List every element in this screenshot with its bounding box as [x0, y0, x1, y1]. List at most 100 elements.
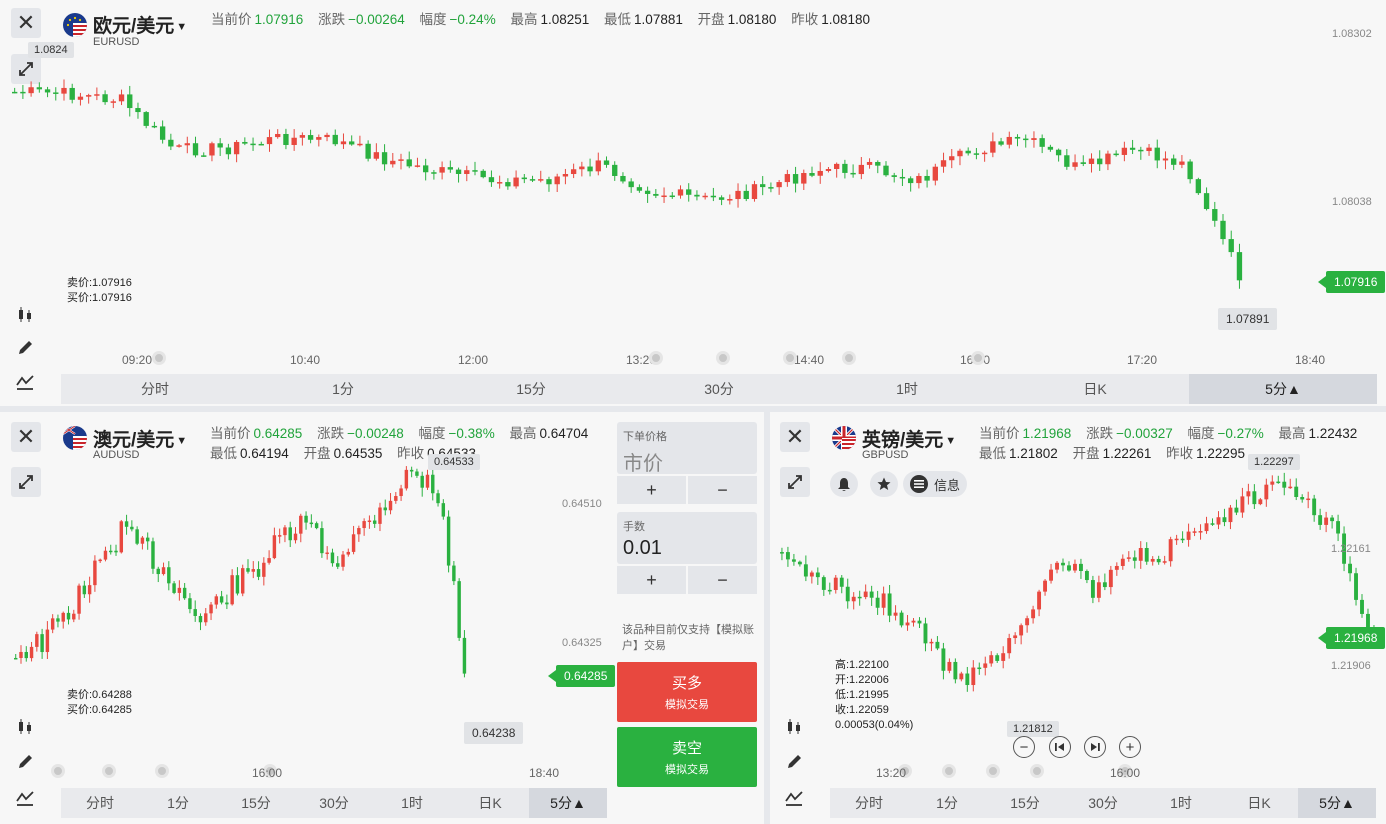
event-marker[interactable] — [155, 764, 169, 778]
tf-daily[interactable]: 日K — [1247, 795, 1271, 811]
event-marker[interactable] — [971, 351, 985, 365]
tf-30m[interactable]: 30分 — [704, 381, 734, 397]
candle — [1186, 523, 1191, 547]
indicator-icon[interactable] — [780, 784, 808, 812]
pencil-icon[interactable] — [11, 334, 39, 362]
event-marker[interactable] — [152, 351, 166, 365]
ohlc-low: 低:1.21995 — [835, 689, 889, 701]
tf-30m[interactable]: 30分 — [319, 795, 349, 811]
tf-tick[interactable]: 分时 — [86, 795, 114, 811]
candle — [875, 590, 880, 615]
event-marker[interactable] — [716, 351, 730, 365]
event-marker[interactable] — [783, 351, 797, 365]
candle — [325, 546, 329, 560]
event-marker[interactable] — [102, 764, 116, 778]
candle — [1330, 515, 1335, 529]
price-plus-button[interactable]: + — [617, 476, 686, 504]
pencil-icon[interactable] — [780, 748, 808, 776]
lots-field[interactable]: 手数 0.01 — [617, 512, 757, 564]
event-marker[interactable] — [842, 351, 856, 365]
tf-1h[interactable]: 1时 — [1170, 795, 1192, 811]
price-minus-button[interactable]: − — [688, 476, 757, 504]
event-marker[interactable] — [942, 764, 956, 778]
scroll-start-icon[interactable] — [1049, 736, 1071, 758]
candle — [118, 89, 125, 106]
pencil-icon[interactable] — [11, 748, 39, 776]
candle — [1300, 494, 1305, 503]
candle — [214, 594, 219, 609]
event-marker[interactable] — [1118, 764, 1132, 778]
tf-5m[interactable]: 5分▲ — [529, 788, 607, 818]
info-button[interactable]: 信息 — [903, 471, 967, 497]
tf-1h[interactable]: 1时 — [401, 795, 423, 811]
candle — [792, 166, 799, 193]
candle-type-icon[interactable] — [11, 300, 39, 328]
candle — [1105, 150, 1111, 171]
symbol-selector[interactable]: 澳元/美元 ▼ — [93, 425, 187, 452]
gbpusd-candlestick-chart[interactable] — [770, 412, 1386, 782]
tf-5m[interactable]: 5分▲ — [1189, 374, 1377, 404]
event-marker[interactable] — [649, 351, 663, 365]
lots-plus-button[interactable]: + — [617, 566, 686, 594]
tf-1m[interactable]: 1分 — [167, 795, 189, 811]
candle-type-icon[interactable] — [11, 712, 39, 740]
ask-price: 买价:1.07916 — [67, 292, 132, 304]
event-marker[interactable] — [51, 764, 65, 778]
symbol-selector[interactable]: 英镑/美元 ▼ — [862, 425, 956, 452]
quote-stats: 当前价 0.64285 涨跌 −0.00248 幅度 −0.38% 最高 0.64704 — [210, 424, 599, 444]
candle — [911, 618, 916, 627]
symbol-selector[interactable]: 欧元/美元 ▼ — [93, 11, 187, 38]
bell-icon[interactable] — [830, 471, 858, 497]
candle — [924, 169, 930, 188]
zoom-in-icon[interactable]: + — [1119, 736, 1141, 758]
candle — [20, 85, 26, 99]
tf-15m[interactable]: 15分 — [241, 795, 271, 811]
symbol-code: AUDUSD — [93, 449, 140, 461]
event-marker[interactable] — [1030, 764, 1044, 778]
info-label: 信息 — [933, 477, 960, 493]
audusd-candlestick-chart[interactable] — [0, 412, 612, 782]
star-icon[interactable] — [870, 471, 898, 497]
indicator-icon[interactable] — [11, 784, 39, 812]
lots-minus-button[interactable]: − — [688, 566, 757, 594]
candle — [694, 190, 700, 201]
tf-15m[interactable]: 15分 — [1010, 795, 1040, 811]
candle — [204, 608, 208, 626]
event-marker[interactable] — [898, 764, 912, 778]
tf-daily[interactable]: 日K — [478, 795, 502, 811]
close-icon[interactable]: ✕ — [780, 422, 810, 452]
candle — [351, 525, 356, 555]
tf-5m[interactable]: 5分▲ — [1298, 788, 1376, 818]
order-price-field[interactable]: 下单价格 市价 — [617, 422, 757, 475]
event-marker[interactable] — [986, 764, 1000, 778]
candle — [314, 521, 319, 530]
buy-long-button[interactable]: 买多 模拟交易 — [617, 662, 757, 722]
tf-1m[interactable]: 1分 — [332, 381, 354, 397]
expand-icon[interactable] — [11, 467, 41, 497]
candle — [372, 514, 377, 528]
candle — [797, 560, 802, 567]
eurusd-candlestick-chart[interactable] — [0, 0, 1386, 370]
scroll-end-icon[interactable] — [1084, 736, 1106, 758]
tf-30m[interactable]: 30分 — [1088, 795, 1118, 811]
tf-tick[interactable]: 分时 — [855, 795, 883, 811]
sell-short-button[interactable]: 卖空 模拟交易 — [617, 727, 757, 787]
close-icon[interactable]: ✕ — [11, 8, 41, 38]
close-icon[interactable]: ✕ — [11, 422, 41, 452]
event-marker[interactable] — [263, 764, 277, 778]
indicator-icon[interactable] — [11, 368, 39, 396]
tf-15m[interactable]: 15分 — [516, 381, 546, 397]
tf-1m[interactable]: 1分 — [936, 795, 958, 811]
candle — [98, 558, 102, 563]
tf-1h[interactable]: 1时 — [896, 381, 918, 397]
candle — [1129, 139, 1136, 155]
candle — [172, 581, 176, 595]
candle-type-icon[interactable] — [780, 712, 808, 740]
expand-icon[interactable] — [11, 54, 41, 84]
zoom-out-icon[interactable]: − — [1013, 736, 1035, 758]
tf-tick[interactable]: 分时 — [141, 381, 169, 397]
candle — [283, 525, 287, 543]
expand-icon[interactable] — [780, 467, 810, 497]
tf-daily[interactable]: 日K — [1083, 381, 1107, 397]
candle — [1025, 615, 1030, 633]
